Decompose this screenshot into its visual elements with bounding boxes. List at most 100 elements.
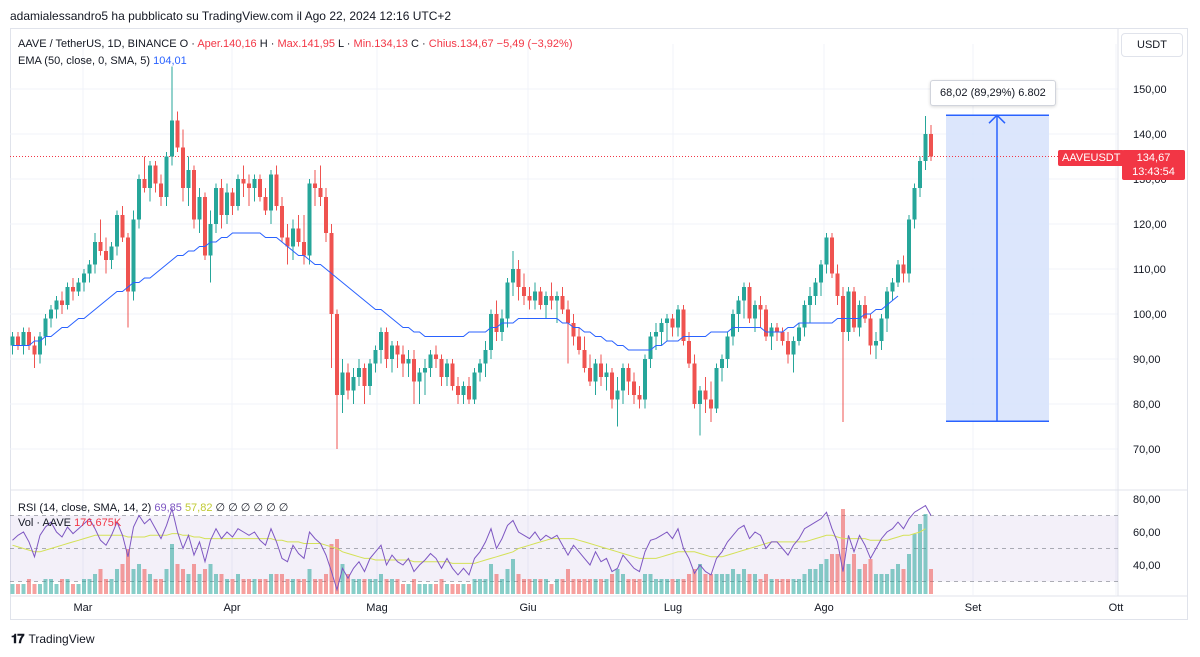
volume-bar bbox=[456, 584, 460, 594]
volume-bar bbox=[549, 584, 554, 594]
volume-bar bbox=[395, 579, 400, 594]
volume-bar bbox=[71, 584, 75, 594]
candle-body bbox=[538, 291, 543, 305]
volume-label[interactable]: Vol · AAVE bbox=[18, 517, 71, 529]
time-tick-label: Giu bbox=[519, 602, 536, 614]
volume-bar bbox=[698, 564, 702, 594]
candle-body bbox=[819, 264, 823, 283]
volume-bar bbox=[126, 549, 130, 594]
candle-body bbox=[879, 318, 884, 341]
volume-bar bbox=[43, 579, 48, 594]
volume-bar bbox=[406, 584, 411, 594]
candle-body bbox=[153, 165, 158, 184]
volume-bar bbox=[54, 584, 59, 594]
ema-label[interactable]: EMA (50, close, 0, SMA, 5) bbox=[18, 55, 151, 67]
candle-body bbox=[351, 377, 356, 391]
rsi-tick-label: 40,00 bbox=[1133, 560, 1161, 572]
rsi-ma-value: 57,82 bbox=[184, 502, 213, 514]
volume-bar bbox=[879, 574, 884, 594]
candle-body bbox=[181, 147, 185, 188]
rsi-label[interactable]: RSI (14, close, SMA, 14, 2) bbox=[18, 502, 152, 514]
candle-body bbox=[687, 341, 691, 364]
candle-body bbox=[483, 350, 488, 364]
volume-bar bbox=[643, 574, 647, 594]
candle-body bbox=[346, 372, 350, 391]
volume-bar bbox=[203, 569, 207, 594]
candle-body bbox=[307, 183, 312, 256]
candle-body bbox=[901, 264, 906, 274]
candle-body bbox=[54, 300, 59, 310]
legend-symbol[interactable]: AAVE / TetherUS, 1D, BINANCE bbox=[18, 38, 177, 50]
volume-bar bbox=[742, 569, 746, 594]
price-tick-label: 110,00 bbox=[1133, 264, 1166, 276]
candle-body bbox=[742, 287, 746, 301]
price-tick-label: 70,00 bbox=[1133, 444, 1161, 456]
candle-body bbox=[296, 228, 301, 242]
candle-body bbox=[654, 332, 658, 337]
volume-bar bbox=[676, 579, 680, 594]
candle-body bbox=[186, 170, 191, 188]
candle-body bbox=[318, 188, 323, 197]
candle-body bbox=[49, 309, 53, 319]
candle-body bbox=[637, 395, 642, 400]
volume-bar bbox=[291, 579, 295, 594]
candle-body bbox=[208, 224, 213, 256]
candle-body bbox=[566, 309, 570, 323]
candle-body bbox=[813, 282, 818, 296]
candle-body bbox=[857, 305, 862, 328]
volume-bar bbox=[725, 574, 730, 594]
candle-body bbox=[681, 309, 686, 341]
candle-body bbox=[929, 134, 933, 157]
tradingview-brand[interactable]: 𝟏𝟕 TradingView bbox=[11, 631, 95, 647]
volume-bar bbox=[329, 544, 334, 594]
volume-bar bbox=[703, 574, 708, 594]
volume-bar bbox=[247, 579, 251, 594]
candle-body bbox=[43, 318, 48, 337]
candle-body bbox=[373, 350, 378, 364]
volume-bar bbox=[93, 574, 97, 594]
candle-body bbox=[725, 336, 730, 359]
candle-body bbox=[764, 309, 768, 337]
candle-body bbox=[841, 296, 845, 332]
volume-bar bbox=[148, 574, 152, 594]
tradingview-logo-icon: 𝟏𝟕 bbox=[11, 631, 25, 646]
volume-bar bbox=[252, 579, 257, 594]
legend-close-label: C bbox=[411, 38, 419, 50]
rsi-extra: ∅ ∅ ∅ ∅ ∅ ∅ bbox=[215, 502, 289, 514]
brand-text: TradingView bbox=[28, 632, 95, 646]
candle-body bbox=[824, 237, 829, 265]
candle-body bbox=[874, 341, 878, 346]
candle-body bbox=[621, 368, 625, 391]
candle-body bbox=[516, 269, 521, 287]
volume-bar bbox=[390, 579, 394, 594]
candle-body bbox=[142, 179, 147, 188]
volume-bar bbox=[230, 579, 235, 594]
candle-body bbox=[269, 174, 273, 211]
volume-bar bbox=[577, 579, 581, 594]
volume-bar bbox=[296, 579, 301, 594]
time-tick-label: Mar bbox=[74, 602, 93, 614]
volume-bar bbox=[775, 579, 779, 594]
candle-body bbox=[582, 350, 587, 368]
volume-bar bbox=[780, 579, 785, 594]
candle-body bbox=[643, 359, 647, 400]
volume-bar bbox=[610, 574, 614, 594]
volume-bar bbox=[274, 574, 279, 594]
price-tick-label: 150,00 bbox=[1133, 84, 1167, 96]
volume-bar bbox=[599, 579, 603, 594]
volume-bar bbox=[758, 579, 763, 594]
volume-bar bbox=[357, 579, 361, 594]
volume-bar bbox=[32, 584, 37, 594]
volume-bar bbox=[434, 584, 438, 594]
volume-bar bbox=[362, 579, 367, 594]
candle-body bbox=[390, 345, 394, 359]
time-tick-label: Mag bbox=[366, 602, 387, 614]
candle-body bbox=[775, 327, 779, 332]
volume-bar bbox=[384, 579, 389, 594]
candle-body bbox=[478, 363, 482, 373]
currency-button[interactable]: USDT bbox=[1121, 33, 1183, 57]
volume-legend: Vol · AAVE 176,675K bbox=[18, 517, 121, 529]
candle-body bbox=[71, 287, 75, 292]
volume-bar bbox=[764, 574, 768, 594]
